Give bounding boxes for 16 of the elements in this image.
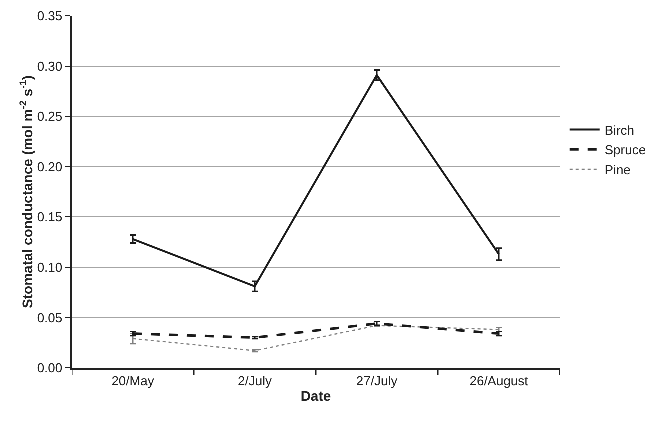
x-tick-label: 27/July bbox=[356, 373, 398, 388]
y-tick-label: 0.30 bbox=[37, 58, 63, 74]
y-tick-label: 0.05 bbox=[37, 310, 63, 326]
x-axis-title: Date bbox=[300, 388, 332, 404]
y-tick-label: 0.10 bbox=[37, 260, 63, 275]
x-tick-label: 20/May bbox=[112, 373, 155, 388]
legend-label: Birch bbox=[604, 122, 635, 138]
legend-label: Pine bbox=[604, 162, 631, 178]
y-tick-label: 0.25 bbox=[37, 109, 63, 124]
y-tick-label: 0.35 bbox=[37, 8, 63, 24]
legend-label: Spruce bbox=[604, 142, 646, 158]
x-tick-label: 26/August bbox=[470, 373, 529, 388]
y-tick-label: 0.20 bbox=[37, 159, 63, 174]
y-tick-label: 0.00 bbox=[37, 360, 63, 376]
y-tick-label: 0.15 bbox=[37, 210, 63, 225]
x-tick-label: 2/July bbox=[238, 373, 272, 388]
